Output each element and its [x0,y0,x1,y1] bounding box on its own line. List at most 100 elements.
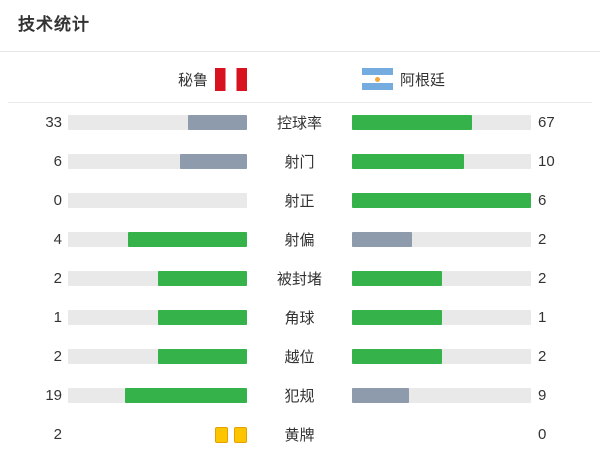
home-bar-track [68,193,247,208]
stat-row: 19 犯规 9 [0,376,600,415]
yellow-card-icon [215,426,228,443]
away-bar-track [352,427,531,442]
home-stat-value: 1 [53,309,62,326]
home-bar-track [68,426,247,443]
title-divider [0,51,600,52]
away-stat-value: 1 [538,309,547,326]
stat-row: 2 黄牌 0 [0,415,600,454]
away-team-header: 阿根廷 [362,64,445,94]
argentina-flag-icon [362,68,393,90]
stat-row: 2 被封堵 2 [0,259,600,298]
yellow-card-icon [234,426,247,443]
away-bar-track [352,310,531,325]
stat-label: 射门 [284,154,315,171]
home-stat-value: 2 [53,348,62,365]
argentina-sun-icon [375,76,380,82]
home-bar-track [68,154,247,169]
home-bar-area [68,388,247,403]
panel-title: 技术统计 [18,15,90,34]
stat-label: 黄牌 [284,427,315,444]
away-team-name: 阿根廷 [400,71,446,89]
header-divider [8,102,592,103]
away-stat-value: 67 [538,114,555,131]
away-bar-fill [352,271,442,286]
away-bar-fill [352,193,531,208]
home-stat-value: 2 [53,426,62,443]
away-bar-area [352,271,531,286]
away-bar-track [352,154,531,169]
away-bar-track [352,232,531,247]
home-bar-track [68,349,247,364]
home-bar-fill [157,349,247,364]
away-bar-area [352,427,531,442]
away-bar-fill [352,115,472,130]
away-bar-area [352,232,531,247]
home-bar-area [68,115,247,130]
home-bar-fill [125,388,247,403]
peru-flag-icon [215,67,247,91]
home-bar-fill [157,271,247,286]
away-yellow-cards [352,427,531,442]
home-stat-value: 19 [45,387,62,404]
away-bar-area [352,349,531,364]
stat-label: 控球率 [276,115,322,132]
away-bar-fill [352,349,442,364]
stat-label: 射正 [284,193,315,210]
stat-label: 被封堵 [276,271,322,288]
away-bar-fill [352,310,442,325]
home-bar-fill [127,232,247,247]
home-bar-area [68,349,247,364]
away-bar-fill [352,232,412,247]
home-team-header: 秘鲁 [178,64,247,94]
home-bar-area [68,310,247,325]
away-stat-value: 0 [538,426,547,443]
away-stat-value: 9 [538,387,547,404]
away-bar-fill [352,388,410,403]
away-bar-track [352,115,531,130]
teams-header: 秘鲁 阿根廷 [0,64,600,94]
home-bar-fill [157,310,247,325]
home-stat-value: 2 [53,270,62,287]
stat-row: 0 射正 6 [0,181,600,220]
home-stat-value: 6 [53,153,62,170]
home-bar-track [68,388,247,403]
away-bar-track [352,388,531,403]
home-team-name: 秘鲁 [177,71,208,89]
stat-row: 4 射偏 2 [0,220,600,259]
stat-row: 2 越位 2 [0,337,600,376]
home-bar-area [68,271,247,286]
away-stat-value: 2 [538,270,547,287]
away-stat-value: 10 [538,153,555,170]
away-stat-value: 6 [538,192,547,209]
home-bar-track [68,232,247,247]
stat-row: 6 射门 10 [0,142,600,181]
away-stat-value: 2 [538,231,547,248]
home-bar-track [68,310,247,325]
stat-label: 射偏 [284,232,315,249]
away-bar-area [352,115,531,130]
away-bar-area [352,193,531,208]
home-bar-area [68,154,247,169]
away-bar-track [352,271,531,286]
home-bar-track [68,115,247,130]
home-bar-track [68,271,247,286]
away-bar-area [352,154,531,169]
away-bar-track [352,193,531,208]
home-stat-value: 33 [45,114,62,131]
home-bar-fill [187,115,247,130]
stat-row: 33 控球率 67 [0,103,600,142]
stat-label: 角球 [284,310,315,327]
away-bar-area [352,388,531,403]
stats-rows: 33 控球率 67 6 射门 10 0 [0,103,600,454]
home-bar-fill [179,154,247,169]
stat-row: 1 角球 1 [0,298,600,337]
stat-label: 越位 [284,349,315,366]
away-bar-track [352,349,531,364]
home-yellow-cards [68,426,247,443]
home-bar-area [68,193,247,208]
home-bar-area [68,426,247,443]
away-bar-fill [352,154,464,169]
home-stat-value: 4 [53,231,62,248]
away-bar-area [352,310,531,325]
